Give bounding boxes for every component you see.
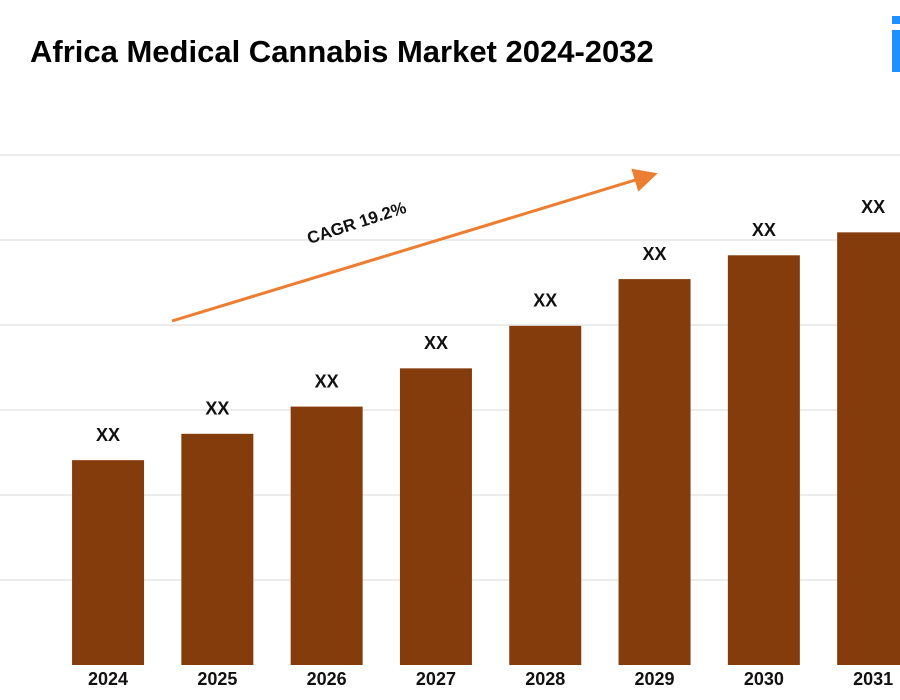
value-label: XX — [315, 371, 339, 391]
value-label: XX — [643, 244, 667, 264]
x-tick-label: 2028 — [525, 669, 565, 689]
x-tick-label: 2026 — [307, 669, 347, 689]
bar — [399, 368, 472, 665]
bar — [181, 433, 254, 665]
x-tick-label: 2031 — [853, 669, 893, 689]
x-tick-label: 2027 — [416, 669, 456, 689]
x-tick-label: 2024 — [88, 669, 128, 689]
value-label: XX — [533, 291, 557, 311]
bar — [727, 255, 800, 666]
x-tick-label: 2025 — [197, 669, 237, 689]
bar — [837, 232, 900, 665]
bar — [509, 325, 582, 665]
chart-title: Africa Medical Cannabis Market 2024-2032 — [30, 34, 654, 69]
value-label: XX — [205, 399, 229, 419]
bar — [290, 406, 363, 665]
value-label: XX — [752, 220, 776, 240]
bar — [618, 279, 691, 665]
value-label: XX — [424, 333, 448, 353]
value-label: XX — [861, 197, 885, 217]
bars: XX 2024 XX 2025 XX 2026 XX 2027 XX 2028 XX 2029 XX 20… — [72, 197, 900, 689]
x-tick-label: 2029 — [635, 669, 675, 689]
logo — [892, 16, 900, 72]
value-label: XX — [96, 425, 120, 445]
trend-arrow — [171, 168, 658, 323]
bar — [72, 460, 145, 665]
x-tick-label: 2030 — [744, 669, 784, 689]
